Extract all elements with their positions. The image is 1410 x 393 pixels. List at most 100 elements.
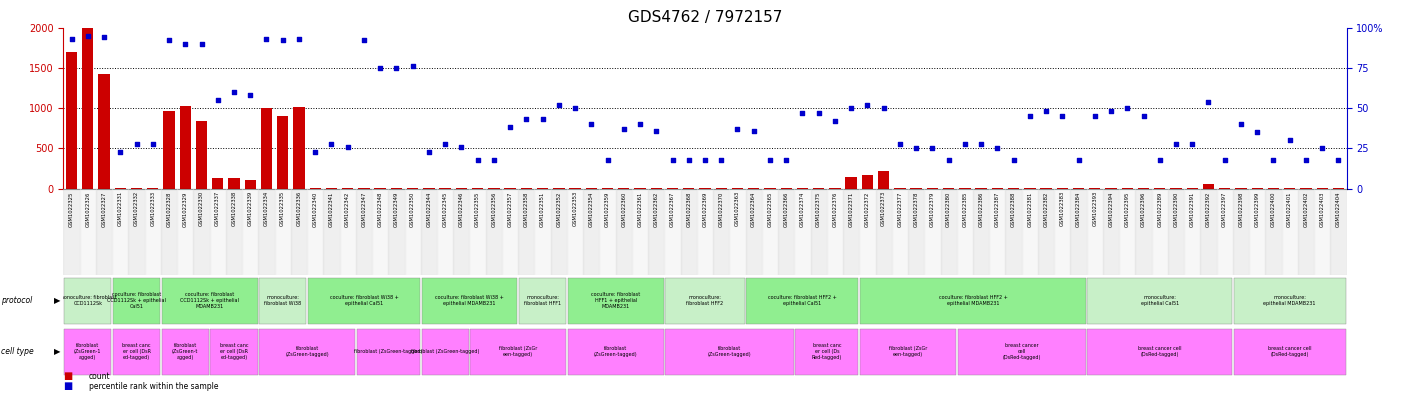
Text: breast canc
er cell (DsR
ed-tagged): breast canc er cell (DsR ed-tagged): [123, 343, 151, 360]
Bar: [534, 189, 551, 275]
Bar: [80, 189, 96, 275]
Text: GSM1022388: GSM1022388: [1011, 191, 1017, 227]
Point: [206, 97, 228, 103]
Point: [450, 143, 472, 150]
Bar: [1073, 188, 1084, 189]
Point: [173, 40, 196, 47]
Bar: [1220, 188, 1231, 189]
Bar: [632, 189, 649, 275]
Text: GSM1022344: GSM1022344: [426, 191, 431, 227]
Bar: [1297, 189, 1314, 275]
Bar: [797, 188, 808, 189]
Bar: [1087, 277, 1232, 324]
Point: [905, 145, 928, 151]
Point: [1115, 105, 1138, 111]
Point: [743, 127, 766, 134]
Text: GSM1022367: GSM1022367: [670, 191, 675, 227]
Bar: [423, 188, 434, 189]
Bar: [666, 329, 794, 375]
Bar: [1300, 188, 1311, 189]
Bar: [991, 188, 1003, 189]
Text: GSM1022338: GSM1022338: [231, 191, 237, 226]
Bar: [505, 188, 516, 189]
Point: [677, 156, 699, 163]
Text: GSM1022390: GSM1022390: [1173, 191, 1179, 227]
Bar: [65, 329, 111, 375]
Bar: [568, 329, 664, 375]
Point: [953, 140, 976, 147]
Bar: [1024, 188, 1035, 189]
Bar: [973, 189, 990, 275]
Bar: [66, 51, 78, 189]
Text: fibroblast
(ZsGreen-tagged): fibroblast (ZsGreen-tagged): [594, 346, 637, 357]
Point: [352, 37, 375, 44]
Point: [320, 140, 343, 147]
Point: [515, 116, 537, 123]
Text: fibroblast
(ZsGreen-1
agged): fibroblast (ZsGreen-1 agged): [75, 343, 102, 360]
Bar: [749, 188, 760, 189]
Point: [1149, 156, 1172, 163]
Point: [596, 156, 619, 163]
Bar: [553, 188, 564, 189]
Bar: [926, 188, 938, 189]
Bar: [1252, 188, 1263, 189]
Bar: [244, 180, 257, 189]
Text: GSM1022403: GSM1022403: [1320, 191, 1324, 227]
Text: GSM1022361: GSM1022361: [637, 191, 643, 227]
Bar: [667, 188, 678, 189]
Bar: [164, 111, 175, 189]
Point: [158, 37, 180, 44]
Text: coculture: fibroblast Wi38 +
epithelial MDAMB231: coculture: fibroblast Wi38 + epithelial …: [436, 295, 503, 306]
Text: GSM1022325: GSM1022325: [69, 191, 75, 227]
Text: GSM1022371: GSM1022371: [849, 191, 853, 227]
Bar: [453, 189, 470, 275]
Bar: [471, 329, 567, 375]
Bar: [940, 189, 957, 275]
Point: [288, 36, 310, 42]
Bar: [261, 108, 272, 189]
Bar: [128, 189, 145, 275]
Bar: [375, 188, 386, 189]
Bar: [1203, 184, 1214, 189]
Point: [76, 32, 99, 39]
Point: [986, 145, 1008, 151]
Bar: [584, 189, 599, 275]
Text: GSM1022328: GSM1022328: [166, 191, 172, 227]
Bar: [358, 188, 369, 189]
Text: monoculture: fibroblast
CCD1112Sk: monoculture: fibroblast CCD1112Sk: [59, 295, 117, 306]
Bar: [258, 189, 275, 275]
Bar: [681, 189, 697, 275]
Bar: [307, 189, 323, 275]
Text: GSM1022392: GSM1022392: [1206, 191, 1211, 227]
Bar: [99, 74, 110, 189]
Bar: [147, 188, 158, 189]
Point: [726, 126, 749, 132]
Bar: [210, 189, 226, 275]
Point: [970, 140, 993, 147]
Text: GSM1022381: GSM1022381: [1028, 191, 1032, 227]
Text: GSM1022404: GSM1022404: [1335, 191, 1341, 227]
Text: ■: ■: [63, 371, 73, 381]
Bar: [925, 189, 940, 275]
Bar: [699, 188, 711, 189]
Bar: [307, 277, 420, 324]
Point: [711, 156, 733, 163]
Bar: [226, 189, 243, 275]
Text: coculture: fibroblast HFF2 +
epithelial Cal51: coculture: fibroblast HFF2 + epithelial …: [768, 295, 836, 306]
Text: coculture: fibroblast
CCD1112Sk + epithelial
MDAMB231: coculture: fibroblast CCD1112Sk + epithe…: [180, 292, 240, 309]
Bar: [1070, 189, 1087, 275]
Point: [661, 156, 684, 163]
Bar: [210, 329, 258, 375]
Text: breast cancer cell
(DsRed-tagged): breast cancer cell (DsRed-tagged): [1268, 346, 1311, 357]
Bar: [846, 176, 857, 189]
Text: GSM1022398: GSM1022398: [1238, 191, 1244, 227]
Text: monoculture:
epithelial MDAMB231: monoculture: epithelial MDAMB231: [1263, 295, 1316, 306]
Bar: [697, 189, 713, 275]
Bar: [310, 188, 321, 189]
Text: GSM1022353: GSM1022353: [572, 191, 578, 226]
Bar: [519, 277, 567, 324]
Text: GSM1022374: GSM1022374: [799, 191, 805, 227]
Text: fibroblast
(ZsGreen-tagged): fibroblast (ZsGreen-tagged): [708, 346, 752, 357]
Bar: [1235, 188, 1246, 189]
Bar: [664, 189, 681, 275]
